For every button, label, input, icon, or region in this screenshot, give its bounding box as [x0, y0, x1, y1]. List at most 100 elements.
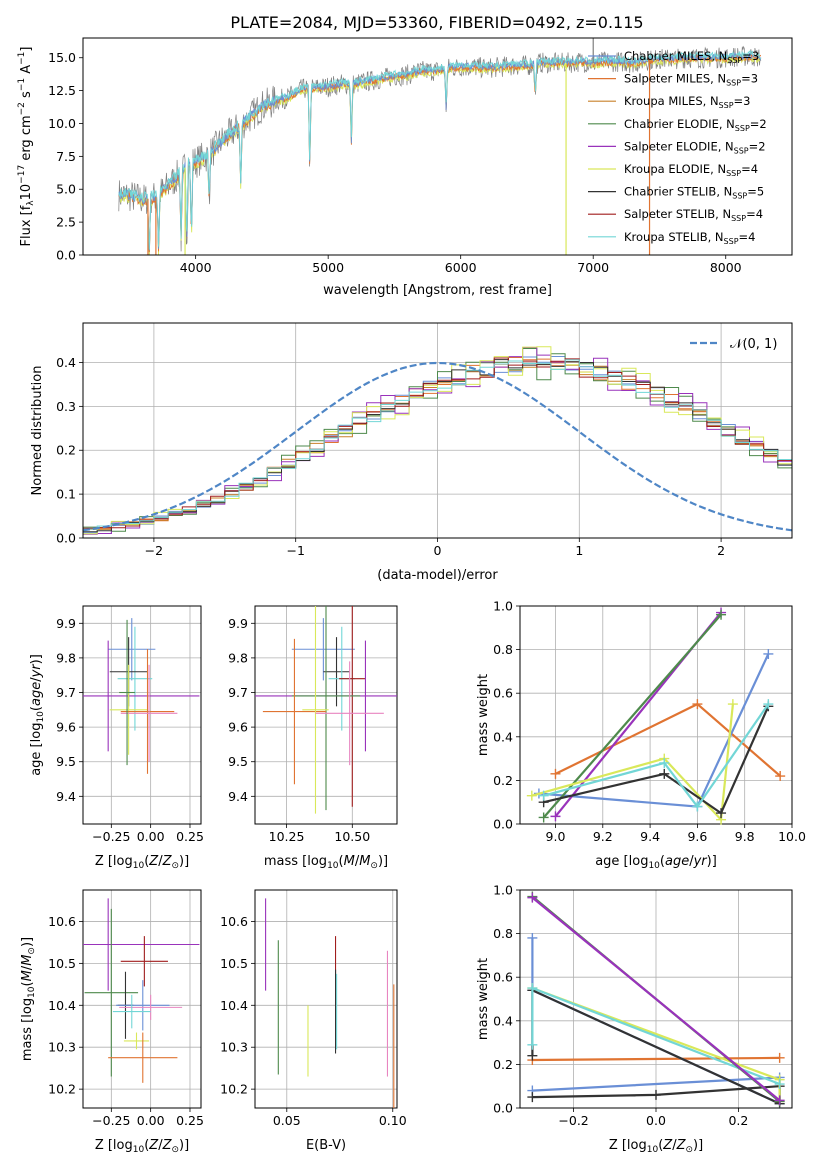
legend-sub: SSP	[726, 169, 741, 178]
massweight-vs-age-marker-kroupa_elodie	[526, 790, 537, 801]
massweight-vs-z-marker-kroupa_stelib	[527, 983, 538, 994]
massweight-vs-age-frame	[519, 605, 793, 825]
spectrum-xlabel: wavelength [Angstrom, rest frame]	[323, 283, 552, 298]
residual-hist-xtick-label: 0	[434, 543, 442, 558]
massweight-vs-z-ytick-label: 0.6	[493, 970, 513, 985]
massweight-vs-z-xtick-label: −0.2	[558, 1113, 588, 1128]
massweight-vs-z-ylabel: mass weight	[476, 958, 491, 1040]
legend-tail: =3	[734, 94, 751, 108]
massweight-vs-z-marker-salpeter_miles	[774, 1052, 785, 1063]
massweight-vs-age-marker-chabrier_miles	[763, 648, 774, 659]
massweight-vs-z-ytick-label: 1.0	[493, 883, 513, 898]
age-vs-z-ytick-label: 9.8	[56, 650, 76, 665]
age-vs-z-ytick-label: 9.9	[56, 616, 76, 631]
legend-sub: SSP	[719, 101, 734, 110]
residual-hist-ytick-label: 0.2	[56, 443, 76, 458]
spectrum-plot-area	[118, 38, 762, 255]
age-vs-z-xlabel: Z [log10(Z/Z⊙)]	[95, 854, 189, 871]
mass-vs-z-points-clipped	[83, 898, 200, 1083]
age-vs-z-ytick-label: 9.5	[56, 754, 76, 769]
age-vs-z-ytick-label: 9.6	[56, 720, 76, 735]
massweight-vs-z-marker-kroupa_stelib	[774, 1079, 785, 1090]
mass-vs-ebv-ytick-label: 10.2	[220, 1082, 248, 1097]
residual-hist-panel: −2 −1 0 1 2 0.0 0.1 0.2 0.3 0.4 (data-model)/error…	[30, 322, 793, 583]
massweight-vs-z-panel: −0.2 0.0 0.2 0.0 0.2 0.4 0.6 0.8 1.0 Z [log10(Z/Z…	[476, 883, 793, 1155]
residual-hist-xtick-label: −2	[145, 543, 163, 558]
legend-label-salpeter_elodie: Salpeter ELODIE, NSSP=2	[624, 139, 766, 155]
hist-gaussian-curve	[83, 361, 792, 532]
legend-label-salpeter_stelib: Salpeter STELIB, NSSP=4	[624, 207, 763, 223]
massweight-vs-age-marker-salpeter_miles	[692, 699, 703, 710]
massweight-vs-age-marker-salpeter_miles	[775, 771, 786, 782]
age-vs-mass-ytick-label: 9.7	[228, 685, 248, 700]
massweight-vs-age-line-chabrier_elodie	[542, 613, 722, 819]
mass-vs-z-ylabel: mass [log10(M/M⊙)]	[20, 937, 37, 1061]
age-vs-mass-xlabel: mass [log10(M/M⊙)]	[264, 854, 388, 871]
massweight-vs-z-marker-chabrier_stelib	[527, 1092, 538, 1103]
massweight-vs-z-ytick-label: 0.8	[493, 926, 513, 941]
spectrum-xtick-label: 6000	[445, 260, 477, 275]
massweight-vs-age-marker-chabrier_elodie	[716, 609, 727, 620]
massweight-vs-z-marker-chabrier_stelib	[651, 1089, 661, 1100]
massweight-vs-z-line-salpeter_elodie	[531, 896, 781, 1102]
massweight-vs-age-ytick-label: 0.8	[493, 642, 513, 657]
legend-label-salpeter_miles: Salpeter MILES, NSSP=3	[624, 72, 758, 88]
spectrum-ylabel: Flux [fλ10−17 erg cm−2 s−1 A−1]	[17, 47, 36, 247]
massweight-vs-age-marker-chabrier_stelib	[659, 768, 670, 779]
mass-vs-ebv-ytick-label: 10.6	[220, 914, 248, 929]
age-vs-z-ytick-label: 9.4	[56, 789, 76, 804]
massweight-vs-age-xtick-label: 10.0	[778, 829, 806, 844]
mass-vs-ebv-points	[265, 898, 395, 1108]
legend-tail: =2	[749, 139, 766, 153]
massweight-vs-age-xtick-label: 9.6	[687, 829, 707, 844]
mass-vs-ebv-panel: 0.05 0.10 10.2 10.3 10.4 10.5 10.6 E(B-V)	[220, 889, 407, 1153]
age-vs-z-xtick-label: 0.25	[176, 829, 204, 844]
age-vs-mass-ytick-label: 9.5	[228, 754, 248, 769]
mass-vs-ebv-xtick-label: 0.05	[273, 1113, 301, 1128]
massweight-vs-age-panel: 9.0 9.2 9.4 9.6 9.8 10.0 0.0 0.2 0.4 0.6 0.8 1.0 age…	[476, 599, 806, 872]
mass-vs-ebv-xlabel: E(B-V)	[306, 1138, 346, 1153]
legend-tail: =4	[746, 207, 763, 221]
age-vs-mass-xtick-label: 10.25	[269, 829, 305, 844]
massweight-vs-z-series	[527, 891, 785, 1109]
age-vs-mass-panel: 10.25 10.50 9.4 9.5 9.6 9.7 9.8 9.9 mass [log10(…	[228, 605, 398, 871]
age-vs-mass-points-clipped	[255, 606, 397, 814]
age-vs-z-panel: −0.25 0.00 0.25 9.4 9.5 9.6 9.7 9.8 9.9 Z [log10(…	[29, 605, 204, 871]
legend-label-kroupa_miles: Kroupa MILES, NSSP=3	[624, 94, 750, 110]
massweight-vs-z-ytick-label: 0.4	[493, 1013, 513, 1028]
figure-title: PLATE=2084, MJD=53360, FIBERID=0492, z=0…	[230, 13, 643, 32]
massweight-vs-age-marker-kroupa_stelib	[763, 699, 774, 710]
mass-vs-ebv-frame	[254, 889, 398, 1109]
residual-hist-xtick-label: −1	[286, 543, 304, 558]
massweight-vs-age-line-kroupa_stelib	[543, 703, 770, 809]
massweight-vs-age-marker-kroupa_elodie	[727, 699, 738, 710]
mass-vs-z-points	[83, 898, 200, 1083]
mass-vs-ebv-ytick-label: 10.4	[220, 998, 248, 1013]
massweight-vs-z-line-salpeter_miles	[532, 1056, 780, 1062]
legend-label-chabrier_stelib: Chabrier STELIB, NSSP=5	[624, 185, 764, 201]
hist-xlabel: (data-model)/error	[377, 568, 498, 583]
mass-vs-z-ytick-label: 10.4	[48, 998, 76, 1013]
massweight-vs-age-xlabel: age [log10(age/yr)]	[595, 854, 717, 871]
legend-sub: SSP	[724, 237, 739, 246]
residual-hist-ytick-label: 0.1	[56, 487, 76, 502]
legend-tail: =3	[741, 72, 758, 86]
residual-hist-xtick-label: 1	[575, 543, 583, 558]
spectrum-legend: Chabrier MILES, NSSP=3 Salpeter MILES, NS…	[588, 49, 767, 246]
massweight-vs-age-marker-kroupa_stelib	[692, 801, 703, 812]
spectrum-ytick-label: 0.0	[56, 248, 76, 263]
mass-vs-z-ytick-label: 10.6	[48, 914, 76, 929]
legend-tail: =4	[739, 230, 756, 244]
massweight-vs-z-marker-salpeter_elodie	[774, 1095, 785, 1106]
massweight-vs-age-marker-chabrier_elodie	[538, 812, 549, 823]
age-vs-z-xtick-label: 0.00	[137, 829, 165, 844]
massweight-vs-age-marker-salpeter_miles	[550, 768, 561, 779]
massweight-vs-age-xtick-label: 9.2	[593, 829, 613, 844]
massweight-vs-z-marker-kroupa_stelib	[527, 1039, 538, 1050]
massweight-vs-z-xlabel: Z [log10(Z/Z⊙)]	[609, 1138, 703, 1155]
legend-label-kroupa_elodie: Kroupa ELODIE, NSSP=4	[624, 162, 758, 178]
hist-step-kroupa_stelib	[83, 359, 792, 538]
mass-vs-z-frame	[82, 889, 202, 1109]
legend-label-kroupa_stelib: Kroupa STELIB, NSSP=4	[624, 230, 755, 246]
